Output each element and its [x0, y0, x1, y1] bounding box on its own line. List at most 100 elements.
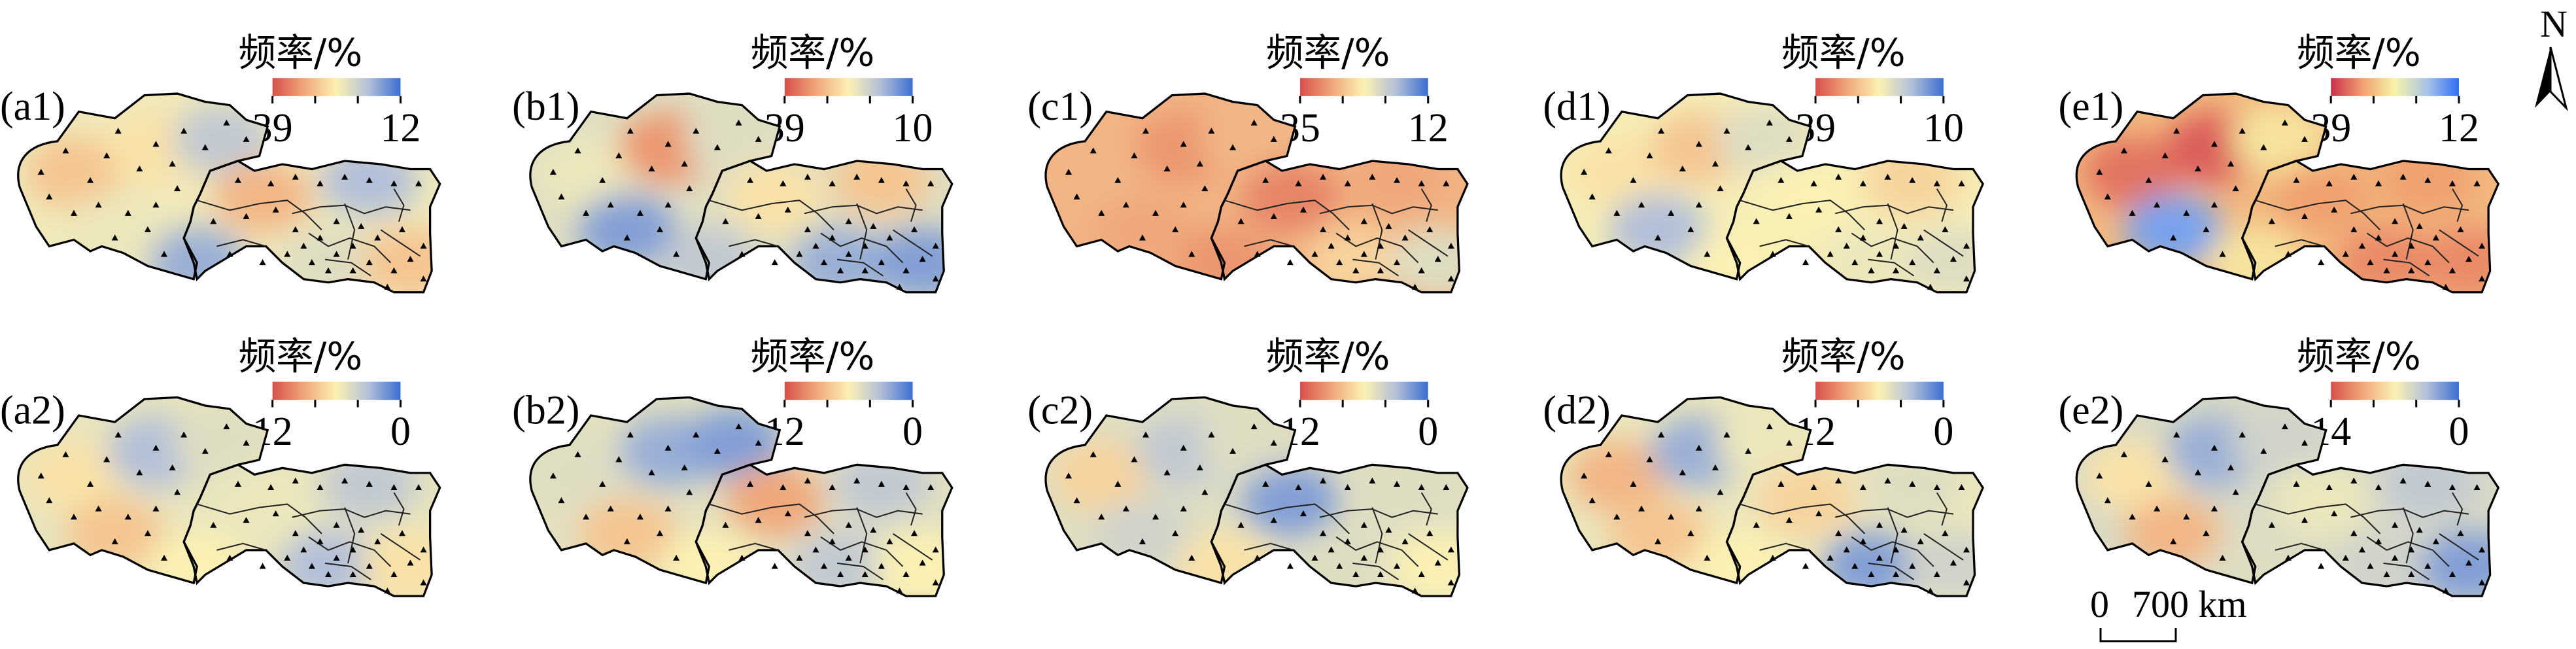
province-boundary — [2366, 536, 2450, 567]
station-marker-icon — [804, 477, 811, 483]
station-marker-icon — [896, 283, 903, 290]
station-marker-icon — [771, 259, 778, 266]
province-boundary — [2350, 508, 2469, 518]
legend-title: 频率/% — [2297, 30, 2421, 75]
region-west-outline — [2075, 396, 2327, 585]
region-west-outline — [1560, 396, 1812, 585]
station-marker-icon — [210, 521, 217, 528]
province-boundary — [2383, 562, 2430, 580]
station-marker-icon — [1868, 267, 1875, 273]
province-boundary — [292, 204, 411, 215]
station-marker-icon — [2293, 480, 2300, 487]
station-marker-icon — [234, 480, 241, 487]
station-marker-icon — [615, 456, 623, 463]
station-marker-icon — [821, 563, 828, 569]
station-marker-icon — [2183, 514, 2190, 520]
station-marker-icon — [804, 226, 811, 232]
region-west-outline — [1044, 92, 1297, 281]
province-boundary — [1851, 536, 1934, 567]
station-marker-icon — [853, 477, 861, 483]
province-boundary — [308, 232, 392, 264]
station-marker-icon — [1377, 242, 1384, 249]
station-marker-icon — [1180, 141, 1187, 147]
station-marker-icon — [1369, 477, 1376, 483]
station-marker-icon — [2350, 173, 2358, 180]
station-marker-icon — [755, 135, 762, 142]
surface-value-area — [873, 530, 952, 597]
map-panel-b2: (b2)频率/%12 0 — [512, 334, 953, 597]
station-marker-icon — [657, 226, 664, 232]
station-marker-icon — [1581, 169, 1588, 175]
station-marker-icon — [1933, 483, 1940, 490]
station-marker-icon — [267, 483, 275, 490]
panel-label: (d1) — [1543, 84, 1610, 129]
station-marker-icon — [1942, 530, 1949, 536]
station-marker-icon — [627, 128, 634, 134]
station-marker-icon — [2424, 563, 2431, 569]
region-west-outline — [1044, 396, 1297, 585]
station-marker-icon — [1717, 489, 1724, 495]
station-marker-icon — [1589, 193, 1596, 200]
station-marker-icon — [2424, 259, 2431, 266]
station-marker-icon — [2219, 251, 2226, 257]
station-marker-icon — [1090, 147, 1097, 154]
station-marker-icon — [1443, 180, 1450, 186]
station-marker-icon — [2173, 431, 2180, 438]
station-marker-icon — [1172, 530, 1179, 536]
station-marker-icon — [615, 152, 623, 158]
province-boundary — [709, 503, 834, 535]
station-marker-icon — [2392, 251, 2399, 257]
province-boundary — [1335, 232, 1419, 264]
map-panel-c1: (c1)频率/%35 12 — [1027, 30, 1469, 294]
station-marker-icon — [1201, 185, 1209, 192]
station-marker-icon — [2170, 538, 2177, 544]
station-marker-icon — [292, 477, 299, 483]
station-marker-icon — [2210, 444, 2218, 451]
legend-min-value: 0 — [2448, 410, 2469, 454]
station-marker-icon — [1426, 226, 1434, 232]
legend-color-bar — [784, 78, 913, 96]
region-east-outline — [1725, 160, 1984, 294]
station-marker-icon — [1859, 538, 1866, 544]
province-boundary — [2402, 203, 2414, 260]
surface-value-area — [1608, 497, 1708, 570]
province-boundary — [1923, 533, 1964, 561]
station-marker-icon — [1613, 514, 1621, 520]
surface-value-area — [1199, 103, 1299, 176]
panel-label: (c1) — [1027, 84, 1093, 129]
station-marker-icon — [2260, 447, 2267, 454]
station-marker-icon — [1949, 559, 1957, 566]
station-marker-icon — [152, 141, 160, 147]
station-marker-icon — [201, 144, 209, 150]
station-marker-icon — [2479, 546, 2486, 553]
province-boundary — [729, 542, 779, 551]
station-marker-icon — [861, 267, 868, 273]
station-marker-icon — [1723, 128, 1730, 134]
station-marker-icon — [2457, 226, 2464, 232]
legend-title: 频率/% — [1266, 334, 1390, 379]
station-marker-icon — [70, 514, 77, 520]
surface-value-area — [1093, 497, 1192, 570]
province-boundary — [1319, 508, 1438, 518]
legend-color-bar — [1299, 381, 1428, 400]
station-marker-icon — [2194, 166, 2201, 172]
station-marker-icon — [1377, 267, 1384, 273]
province-boundary — [856, 203, 868, 260]
province-boundary — [1936, 492, 1948, 526]
surface-value-area — [1715, 103, 1814, 176]
station-marker-icon — [1893, 242, 1900, 249]
station-marker-icon — [1687, 530, 1694, 536]
station-marker-icon — [1679, 469, 1686, 476]
station-marker-icon — [648, 469, 655, 476]
legend-color-bar — [1299, 78, 1428, 96]
station-marker-icon — [284, 251, 291, 257]
station-marker-icon — [829, 180, 836, 186]
province-boundary — [1740, 503, 1866, 535]
province-boundary — [1352, 562, 1400, 580]
province-boundary — [709, 200, 834, 231]
station-marker-icon — [1668, 209, 1675, 216]
station-marker-icon — [738, 554, 746, 561]
station-marker-icon — [1180, 202, 1187, 208]
station-marker-icon — [62, 451, 69, 457]
station-marker-icon — [1687, 226, 1694, 232]
